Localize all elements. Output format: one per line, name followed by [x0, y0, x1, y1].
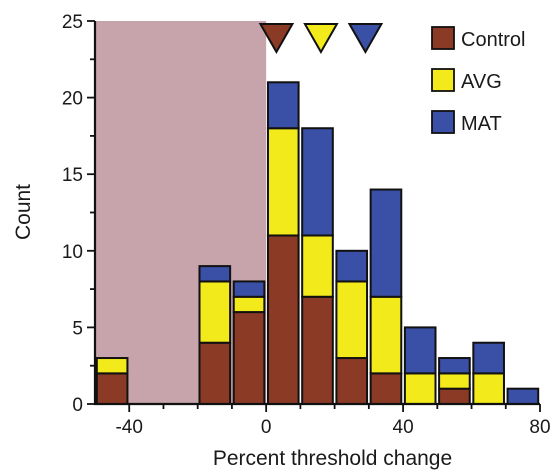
bar-avg-4 — [232, 295, 266, 314]
bar-mat-12 — [506, 387, 540, 405]
legend-swatch-control — [431, 26, 455, 50]
bar-avg-6 — [301, 234, 334, 298]
bar-avg-5 — [266, 127, 300, 237]
mean-marker-avg — [303, 23, 339, 55]
bar-control-4 — [232, 311, 266, 405]
legend-swatch-avg — [431, 68, 455, 92]
bar-control-10 — [438, 387, 471, 405]
bar-avg-8 — [369, 295, 403, 375]
bar-control-0 — [95, 372, 129, 405]
y-tick-label-25: 25 — [62, 12, 83, 33]
bar-mat-9 — [403, 326, 437, 375]
legend-swatch-mat — [431, 110, 455, 134]
bar-mat-4 — [232, 280, 266, 298]
y-tick-label-20: 20 — [62, 89, 83, 110]
bar-mat-10 — [438, 357, 471, 375]
bar-mat-11 — [472, 341, 505, 375]
x-axis-label: Percent threshold change — [213, 447, 452, 470]
legend-label-control: Control — [461, 29, 525, 51]
bars-layer — [95, 81, 540, 406]
legend-label-avg: AVG — [461, 71, 502, 93]
bar-control-8 — [369, 372, 403, 405]
x-tick-label--40: -40 — [115, 417, 142, 438]
mean-marker-mat — [347, 23, 384, 55]
bar-control-7 — [335, 357, 369, 406]
bar-avg-10 — [438, 372, 471, 390]
bar-avg-9 — [403, 372, 437, 405]
bar-mat-3 — [198, 265, 232, 283]
y-tick-label-5: 5 — [72, 318, 83, 339]
bar-mat-8 — [369, 188, 403, 298]
bar-mat-7 — [335, 249, 369, 283]
x-tick-label-0: 0 — [261, 417, 272, 438]
bar-avg-3 — [198, 280, 232, 344]
bar-avg-7 — [335, 280, 369, 360]
y-axis-label: Count — [12, 184, 35, 240]
bar-control-5 — [266, 234, 300, 405]
x-tick-label-40: 40 — [393, 417, 414, 438]
legend: Control AVG MAT — [431, 26, 525, 135]
bar-control-3 — [198, 341, 232, 405]
axes-layer: 0 5 10 15 20 25 -40 0 40 80 — [62, 12, 551, 438]
bar-control-6 — [301, 295, 334, 406]
y-tick-label-10: 10 — [62, 242, 83, 263]
mean-marker-control — [258, 23, 295, 55]
legend-label-mat: MAT — [461, 113, 502, 135]
bar-avg-0 — [95, 357, 129, 375]
y-tick-label-0: 0 — [72, 395, 83, 416]
y-tick-label-15: 15 — [62, 165, 83, 186]
bar-mat-5 — [266, 81, 300, 130]
x-tick-label-80: 80 — [529, 417, 550, 438]
bar-mat-6 — [301, 127, 334, 237]
mean-markers-layer — [258, 23, 384, 55]
bar-avg-11 — [472, 372, 505, 405]
